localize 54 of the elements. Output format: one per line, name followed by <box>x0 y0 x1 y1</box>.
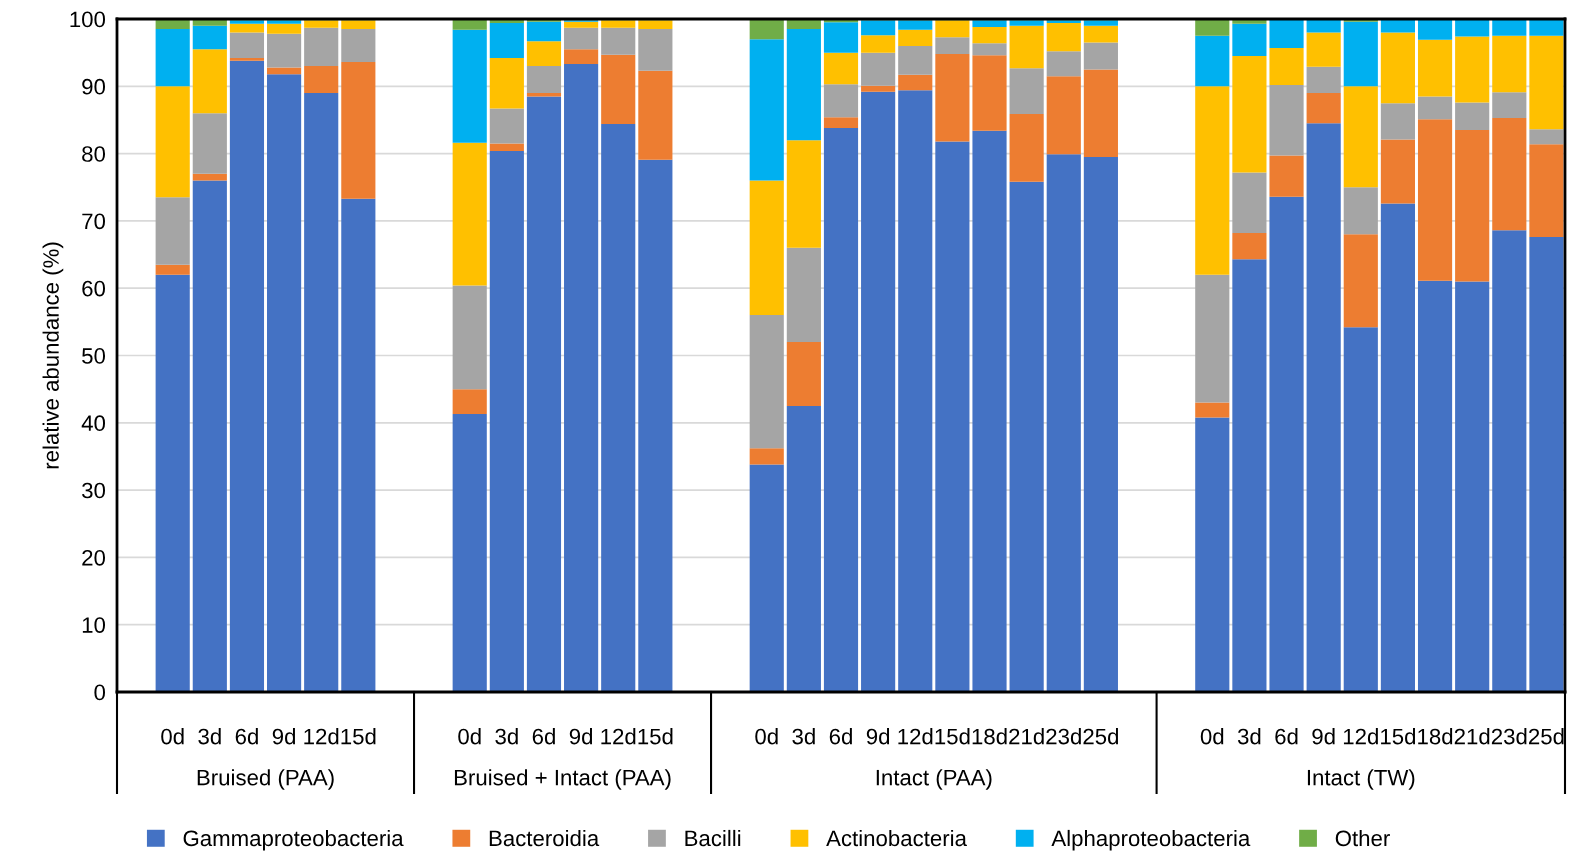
x-tick-label: 0d <box>755 728 778 745</box>
x-tick-label: 18d <box>972 728 1007 745</box>
x-tick-label: 12d <box>898 728 933 745</box>
x-tick-label: 15d <box>1381 728 1416 745</box>
legend-label: Alphaproteobacteria <box>1051 829 1251 851</box>
text: Intact (PAA) <box>876 769 992 790</box>
y-tick-label: 40 <box>81 415 106 432</box>
text: Bruised + Intact (PAA) <box>454 769 671 790</box>
legend-label: Bacilli <box>685 829 741 847</box>
x-tick-label: 9d <box>272 728 296 745</box>
y-tick-label: 70 <box>82 213 106 230</box>
x-tick-label: 23d <box>1491 728 1527 745</box>
x-tick-label: 15d <box>935 728 970 745</box>
y-tick-label: 20 <box>82 549 106 566</box>
x-tick-label: 15d <box>341 728 376 745</box>
x-tick-label: 12d <box>601 728 636 745</box>
x-tick-label: 3d <box>792 728 815 745</box>
y-tick-label: 80 <box>82 146 106 162</box>
x-tick-label: 9d <box>866 728 890 745</box>
legend-label: Bacteroidia <box>489 829 600 847</box>
text: Bruised (PAA) <box>197 769 334 790</box>
y-tick-label: 50 <box>82 348 106 364</box>
x-tick-label: 6d <box>235 728 258 745</box>
x-tick-label: 12d <box>1343 728 1378 745</box>
x-tick-label: 3d <box>1237 728 1261 745</box>
x-tick-label: 15d <box>638 728 673 745</box>
y-tick-label: 60 <box>82 280 106 297</box>
x-tick-label: 9d <box>569 728 593 745</box>
x-tick-label: 25d <box>1083 728 1119 745</box>
x-tick-label: 21d <box>1009 728 1044 745</box>
y-axis-title: relative abundance (%) <box>42 242 64 469</box>
x-tick-label: 12d <box>304 728 339 745</box>
x-tick-label: 0d <box>458 728 481 745</box>
x-tick-label: 18d <box>1418 728 1453 745</box>
text: Intact (TW) <box>1307 769 1415 790</box>
x-tick-label: 3d <box>198 728 221 745</box>
x-tick-label: 3d <box>495 728 518 745</box>
x-tick-label: 21d <box>1454 728 1490 745</box>
x-tick-label: 0d <box>161 728 184 745</box>
x-tick-label: 23d <box>1046 728 1081 745</box>
y-tick-label: 90 <box>82 78 106 95</box>
y-tick-label: 100 <box>70 11 106 28</box>
legend-label: Gammaproteobacteria <box>183 829 404 851</box>
x-tick-label: 6d <box>532 728 555 745</box>
legend-label: Actinobacteria <box>826 829 967 847</box>
y-tick-label: 0 <box>94 684 106 701</box>
x-tick-label: 25d <box>1529 728 1564 745</box>
y-tick-label: 10 <box>82 617 106 633</box>
x-tick-label: 6d <box>829 728 852 745</box>
legend-label: Other <box>1335 829 1390 847</box>
x-tick-label: 0d <box>1200 728 1224 745</box>
y-tick-label: 30 <box>82 482 106 499</box>
x-tick-label: 9d <box>1312 728 1335 745</box>
x-tick-label: 6d <box>1275 728 1298 745</box>
